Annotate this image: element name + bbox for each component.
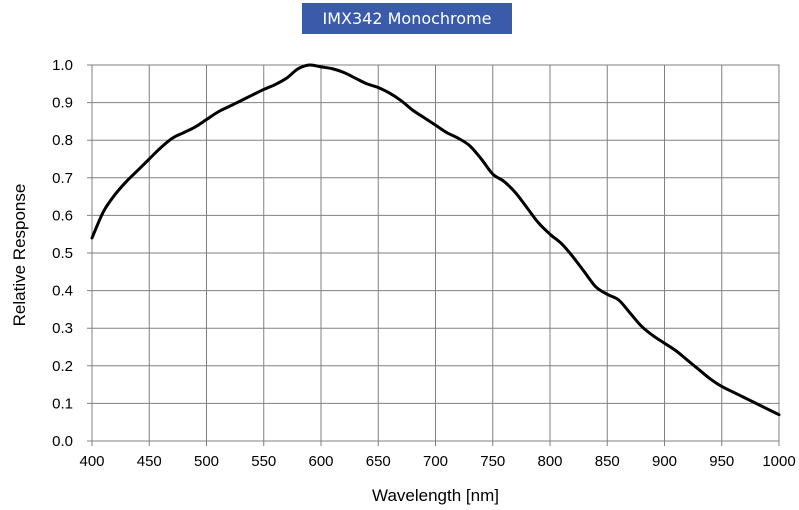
y-tick-label: 0.2	[52, 358, 73, 375]
y-tick-label: 0.1	[52, 395, 73, 412]
x-tick-label: 450	[137, 453, 162, 470]
x-tick-label: 550	[251, 453, 276, 470]
y-tick-label: 0.5	[52, 245, 73, 262]
x-tick-label: 750	[480, 453, 505, 470]
series-line	[90, 63, 781, 417]
y-tick-label: 0.3	[52, 320, 73, 337]
y-axis-label: Relative Response	[10, 184, 29, 327]
x-tick-label: 400	[79, 453, 104, 470]
x-axis-label: Wavelength [nm]	[372, 486, 499, 505]
y-tick-label: 0.0	[52, 433, 73, 450]
x-tick-labels: 400 450 500 550 600 650 700 750 800 850 900 950 1000	[79, 453, 795, 470]
y-tick-label: 1.0	[52, 57, 73, 74]
y-tick-label: 0.6	[52, 207, 73, 224]
x-tick-label: 700	[423, 453, 448, 470]
y-tick-label: 0.9	[52, 95, 73, 112]
x-tick-label: 950	[709, 453, 734, 470]
y-tick-label: 0.8	[52, 132, 73, 149]
x-tick-label: 650	[366, 453, 391, 470]
y-tick-label: 0.7	[52, 170, 73, 187]
x-tick-label: 900	[652, 453, 677, 470]
chart-title: IMX342 Monochrome	[302, 3, 512, 34]
y-tick-label: 0.4	[52, 283, 73, 300]
x-tick-label: 500	[194, 453, 219, 470]
x-tick-label: 600	[308, 453, 333, 470]
y-tick-labels: 0.0 0.1 0.2 0.3 0.4 0.5 0.6 0.7 0.8 0.9 1.0	[52, 57, 73, 450]
x-tick-label: 800	[537, 453, 562, 470]
plot-frame	[91, 64, 780, 442]
x-tick-label: 1000	[762, 453, 795, 470]
x-tick-label: 850	[595, 453, 620, 470]
